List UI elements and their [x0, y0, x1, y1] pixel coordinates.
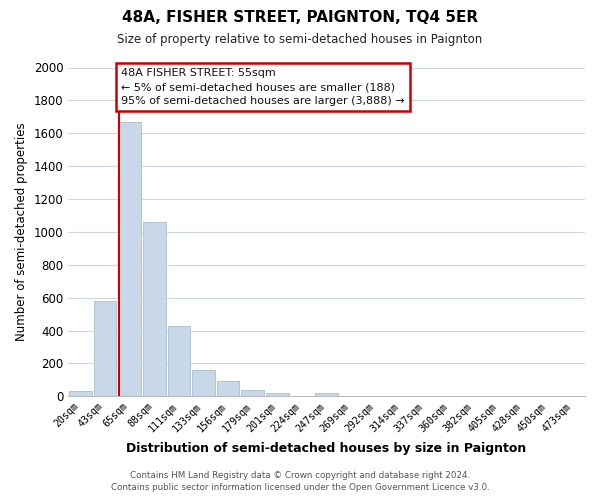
Bar — [192, 370, 215, 396]
Bar — [118, 122, 141, 396]
Bar — [167, 326, 190, 396]
Text: 48A FISHER STREET: 55sqm
← 5% of semi-detached houses are smaller (188)
95% of s: 48A FISHER STREET: 55sqm ← 5% of semi-de… — [121, 68, 405, 106]
Y-axis label: Number of semi-detached properties: Number of semi-detached properties — [15, 122, 28, 341]
Bar — [241, 390, 264, 396]
Text: 48A, FISHER STREET, PAIGNTON, TQ4 5ER: 48A, FISHER STREET, PAIGNTON, TQ4 5ER — [122, 10, 478, 25]
X-axis label: Distribution of semi-detached houses by size in Paignton: Distribution of semi-detached houses by … — [127, 442, 527, 455]
Bar — [143, 222, 166, 396]
Bar — [217, 382, 239, 396]
Bar — [266, 393, 289, 396]
Bar — [315, 393, 338, 396]
Text: Contains HM Land Registry data © Crown copyright and database right 2024.
Contai: Contains HM Land Registry data © Crown c… — [110, 471, 490, 492]
Bar — [94, 301, 116, 396]
Bar — [69, 392, 92, 396]
Text: Size of property relative to semi-detached houses in Paignton: Size of property relative to semi-detach… — [118, 32, 482, 46]
